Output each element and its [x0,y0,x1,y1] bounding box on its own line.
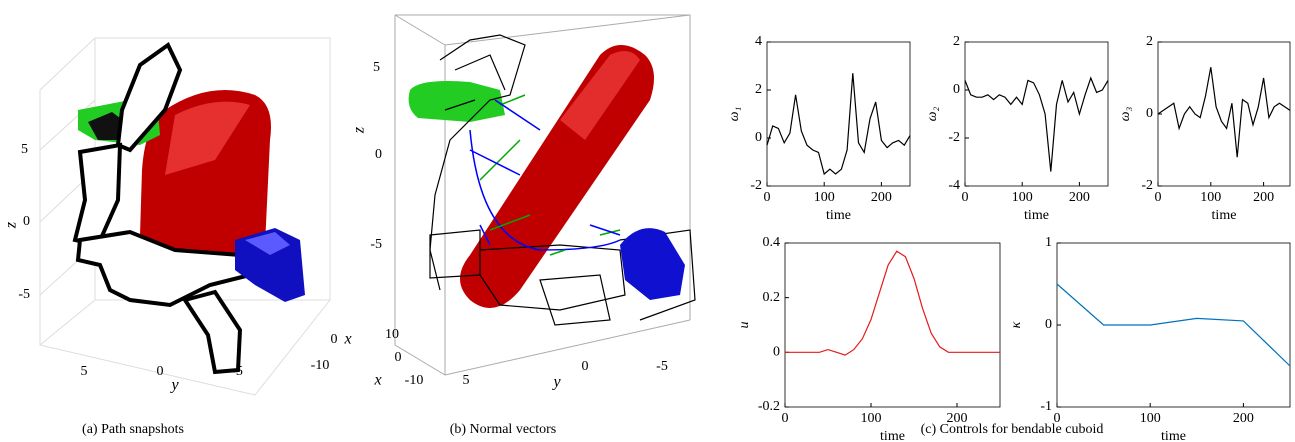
x-tick-label: 200 [1233,411,1254,426]
y-tick-label: 1 [1045,235,1052,250]
y-tick-label: -5 [231,364,243,379]
y-tick-label: -2 [1141,178,1153,193]
x-tick-label: 100 [814,190,835,205]
y-tick-label: 0.4 [763,235,781,250]
x-axis-label: x [373,372,381,389]
y-axis-label: ω₂ [925,106,940,121]
x-tick-label: -10 [405,373,424,388]
y-axis-label: ω₁ [727,107,742,122]
x-axis-label: time [1212,208,1237,223]
y-axis-label: y [169,377,179,394]
x-axis-label: time [1161,429,1186,442]
x-tick-label: 0 [764,190,771,205]
y-tick-label: -2 [750,178,762,193]
y-axis-label: u [737,322,752,329]
y-tick-label: 5 [81,364,88,379]
x-tick-label: 200 [1253,190,1274,205]
y-tick-label: 0 [582,359,589,374]
y-axis-label: y [551,374,561,391]
x-tick-label: 100 [1140,411,1161,426]
x-tick-label: 100 [861,411,882,426]
caption: (b) Normal vectors [450,422,557,437]
plot-frame [964,41,1109,187]
x-tick-label: 10 [385,327,399,342]
x-axis-label: x [343,331,351,348]
y-tick-label: 4 [755,34,762,49]
data-line [1157,67,1291,158]
scene-a [39,37,331,396]
y-tick-label: 0 [1146,106,1153,121]
y-tick-label: -2 [948,130,960,145]
x-tick-label: 0 [782,411,789,426]
x-tick-label: 0 [962,190,969,205]
x-tick-label: 0 [1155,190,1162,205]
x-tick-label: 0 [1054,411,1061,426]
y-tick-label: -1 [1040,399,1052,414]
y-axis-label: ω₃ [1118,106,1133,121]
y-tick-label: -5 [656,359,668,374]
x-tick-label: 100 [1012,190,1033,205]
x-tick-label: 0 [395,350,402,365]
z-tick-label: 5 [373,60,380,75]
z-axis-label: z [351,126,368,134]
y-tick-label: 0 [157,364,164,379]
y-tick-label: 0.2 [763,290,781,305]
y-tick-label: 2 [755,82,762,97]
y-tick-label: 0 [755,130,762,145]
y-tick-label: 0 [953,82,960,97]
caption: (a) Path snapshots [82,422,184,437]
y-axis-label: κ [1009,321,1024,328]
plot-frame [766,41,911,187]
z-tick-label: -5 [370,237,382,252]
x-axis-label: time [880,429,905,442]
y-tick-label: 2 [953,34,960,49]
x-tick-label: 200 [871,190,892,205]
x-axis-label: time [826,208,851,223]
y-tick-label: -4 [948,178,960,193]
plot-frame [784,242,1001,408]
x-tick-label: 100 [1200,190,1221,205]
x-tick-label: 0 [331,332,338,347]
y-tick-label: 2 [1146,34,1153,49]
z-tick-label: 5 [21,142,28,157]
data-line [766,73,911,176]
data-line [964,76,1109,172]
z-tick-label: 0 [375,147,382,162]
y-tick-label: 5 [463,373,470,388]
data-line [785,250,1000,356]
x-axis-label: time [1024,208,1049,223]
caption: (c) Controls for bendable cuboid [921,422,1104,437]
y-tick-label: 0 [1045,317,1052,332]
x-tick-label: 200 [1069,190,1090,205]
x-tick-label: -10 [311,358,330,373]
scene-b [394,14,696,376]
x-tick-label: 200 [947,411,968,426]
y-tick-label: 0 [773,345,780,360]
plot-frame [1056,242,1291,408]
z-tick-label: 0 [23,214,30,229]
z-axis-label: z [3,221,20,229]
z-tick-label: -5 [18,287,30,302]
data-line [1056,283,1291,367]
y-tick-label: -0.2 [758,399,780,414]
